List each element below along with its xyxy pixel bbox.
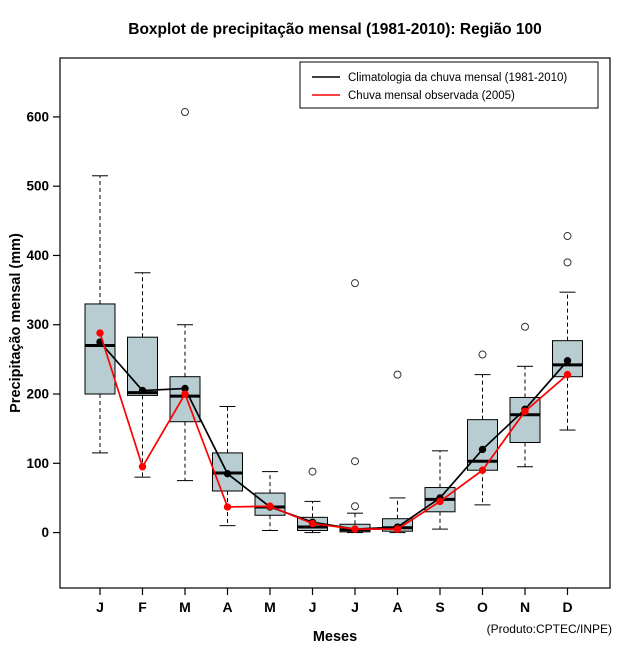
legend-label-climatology: Climatologia da chuva mensal (1981-2010) [348, 72, 567, 84]
legend-box [299, 61, 599, 109]
box-rect [169, 376, 201, 423]
box-rect [509, 396, 541, 444]
month-label: F [138, 599, 147, 615]
outlier-point [563, 258, 572, 267]
month-label: S [435, 599, 444, 615]
observed-point [563, 370, 572, 379]
observed-line [99, 332, 569, 530]
outlier-point [351, 279, 359, 288]
month-label: J [309, 599, 317, 615]
climatology-point [138, 386, 147, 395]
outlier-point [521, 322, 529, 331]
chart-title: Boxplot de precipitação mensal (1981-201… [128, 21, 542, 38]
observed-point [351, 525, 359, 533]
outlier-point [351, 457, 359, 466]
month-label: M [179, 599, 191, 615]
observed-point [436, 497, 444, 506]
outlier-point [351, 502, 359, 511]
outlier-point [181, 108, 189, 117]
month-label: J [351, 599, 359, 615]
climatology-point [478, 445, 487, 454]
y-tick-label: 0 [41, 525, 49, 540]
month-label: A [392, 599, 402, 615]
climatology-point [223, 469, 232, 478]
plot-area: 0 100 200 300 400 500 600 J F M A M J J A S O N D [26, 57, 611, 615]
legend: Climatologia da chuva mensal (1981-2010)… [299, 61, 599, 109]
observed-point [521, 407, 529, 416]
outlier-point [393, 370, 402, 379]
box-rect [84, 303, 116, 395]
month-label: A [222, 599, 232, 615]
observed-point [308, 519, 317, 528]
outlier-point [563, 232, 572, 241]
observed-point [478, 466, 487, 474]
observed-point [223, 503, 232, 511]
box-rect [127, 336, 158, 396]
month-label: D [562, 599, 572, 615]
outlier-point [478, 350, 487, 359]
observed-point [96, 329, 104, 337]
y-tick-label: 100 [26, 456, 49, 471]
legend-label-observed: Chuva mensal observada (2005) [348, 90, 515, 102]
footnote: (Produto:CPTEC/INPE) [487, 622, 612, 636]
x-axis-title: Meses [313, 629, 357, 645]
observed-point [138, 463, 147, 471]
climatology-point [563, 357, 572, 365]
y-tick-label: 200 [26, 387, 49, 402]
month-label: M [264, 599, 276, 615]
observed-point [181, 390, 189, 398]
observed-point [393, 525, 402, 533]
month-label: O [477, 599, 488, 615]
y-tick-label: 400 [26, 248, 49, 263]
outlier-point [308, 467, 317, 476]
y-tick-label: 300 [26, 317, 49, 332]
y-tick-label: 600 [26, 109, 49, 124]
month-label: N [520, 599, 530, 615]
y-axis-title: Precipitação mensal (mm) [8, 233, 24, 413]
month-label: J [96, 599, 104, 615]
y-tick-label: 500 [26, 179, 49, 194]
climatology-line [99, 341, 569, 530]
observed-point [266, 502, 274, 510]
plot-frame [59, 57, 611, 589]
